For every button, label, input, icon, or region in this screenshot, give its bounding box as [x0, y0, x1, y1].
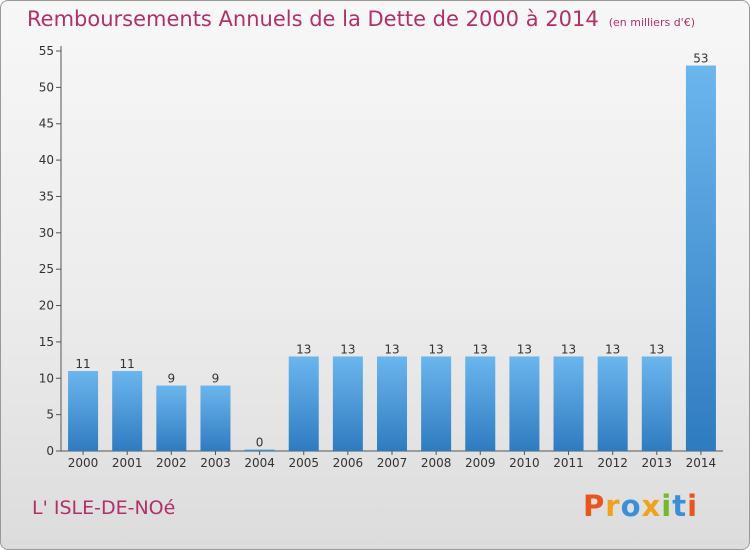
value-label: 11	[120, 357, 135, 371]
bar	[68, 371, 99, 451]
bar	[597, 356, 628, 451]
logo-letter: i	[661, 489, 673, 523]
bar	[421, 356, 452, 451]
bar	[200, 385, 231, 451]
value-label: 11	[75, 357, 90, 371]
chart-subtitle: (en milliers d'€)	[608, 16, 695, 29]
x-tick-label: 2003	[200, 456, 231, 470]
logo-letter: P	[583, 489, 606, 523]
x-tick-label: 2008	[421, 456, 452, 470]
value-label: 13	[649, 342, 664, 356]
y-tick-label: 20	[39, 299, 54, 313]
x-tick-label: 2005	[288, 456, 319, 470]
bar	[509, 356, 540, 451]
y-tick-label: 15	[39, 335, 54, 349]
x-tick-label: 2007	[377, 456, 408, 470]
x-tick-label: 2009	[465, 456, 496, 470]
y-tick-label: 5	[46, 408, 54, 422]
value-label: 13	[517, 342, 532, 356]
value-label: 13	[340, 342, 355, 356]
y-tick-label: 30	[39, 226, 54, 240]
commune-name: L' ISLE-DE-NOé	[32, 497, 176, 519]
bar	[244, 449, 275, 451]
logo-letter: t	[672, 489, 688, 523]
value-label: 53	[693, 52, 708, 66]
bar	[641, 356, 672, 451]
x-tick-label: 2014	[686, 456, 717, 470]
value-label: 13	[561, 342, 576, 356]
y-tick-label: 35	[39, 189, 54, 203]
y-tick-label: 45	[39, 117, 54, 131]
proxiti-logo: Proxiti	[583, 489, 698, 523]
y-tick-label: 0	[46, 444, 54, 458]
y-tick-label: 50	[39, 80, 54, 94]
x-tick-label: 2001	[112, 456, 143, 470]
y-tick-label: 25	[39, 262, 54, 276]
bar	[112, 371, 143, 451]
logo-letter: o	[620, 489, 642, 523]
x-tick-label: 2011	[553, 456, 584, 470]
value-label: 13	[428, 342, 443, 356]
value-label: 0	[256, 436, 264, 450]
value-label: 13	[296, 342, 311, 356]
logo-letter: i	[687, 489, 699, 523]
logo-letter: x	[641, 489, 662, 523]
x-tick-label: 2000	[68, 456, 99, 470]
value-label: 13	[384, 342, 399, 356]
value-label: 13	[473, 342, 488, 356]
bar	[553, 356, 584, 451]
bar	[465, 356, 496, 451]
y-tick-label: 40	[39, 153, 54, 167]
bar	[685, 65, 716, 451]
value-label: 9	[212, 372, 220, 386]
bar	[288, 356, 319, 451]
value-label: 13	[605, 342, 620, 356]
chart-title: Remboursements Annuels de la Dette de 20…	[27, 7, 695, 31]
logo-letter: r	[605, 489, 621, 523]
value-label: 9	[168, 372, 176, 386]
chart-title-text: Remboursements Annuels de la Dette de 20…	[27, 7, 599, 31]
x-tick-label: 2012	[597, 456, 628, 470]
x-tick-label: 2004	[244, 456, 275, 470]
y-tick-label: 55	[39, 44, 54, 58]
bar	[156, 385, 187, 451]
bar	[376, 356, 408, 451]
x-tick-label: 2006	[333, 456, 364, 470]
x-tick-label: 2002	[156, 456, 187, 470]
y-tick-label: 10	[39, 371, 54, 385]
bar	[332, 356, 363, 451]
x-tick-label: 2013	[642, 456, 673, 470]
x-tick-label: 2010	[509, 456, 540, 470]
